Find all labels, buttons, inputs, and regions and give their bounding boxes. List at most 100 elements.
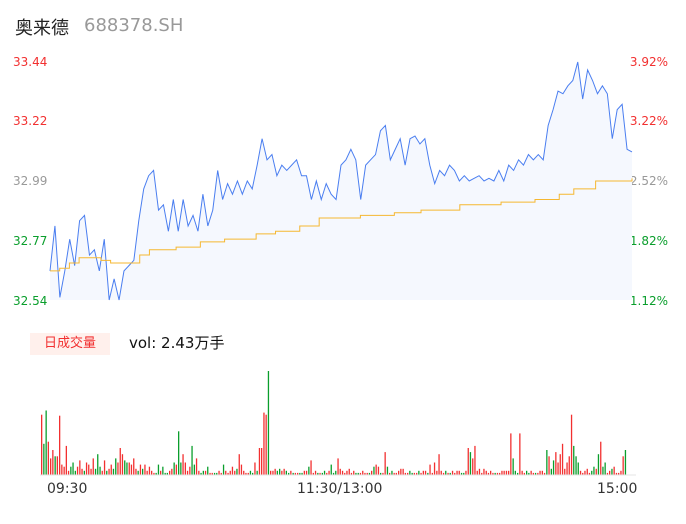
volume-bar bbox=[487, 472, 490, 475]
volume-bar bbox=[121, 454, 124, 475]
volume-bar bbox=[258, 448, 261, 475]
volume-bar bbox=[573, 445, 575, 475]
volume-bar bbox=[579, 470, 582, 475]
volume-bar bbox=[438, 454, 440, 475]
volume-bar bbox=[56, 456, 58, 475]
volume-bar bbox=[43, 443, 45, 475]
y-tick-right: 3.22% bbox=[629, 114, 668, 128]
volume-bar bbox=[472, 458, 474, 475]
volume-bar bbox=[568, 456, 570, 475]
volume-bar bbox=[211, 472, 213, 475]
volume-bar bbox=[546, 450, 548, 475]
volume-bar bbox=[362, 470, 364, 475]
stock-code: 688378.SH bbox=[84, 15, 184, 36]
volume-bar bbox=[335, 470, 337, 475]
volume-bar bbox=[288, 472, 290, 475]
volume-bar bbox=[377, 466, 380, 475]
volume-bar bbox=[164, 472, 166, 475]
volume-bar bbox=[301, 472, 303, 475]
volume-bar bbox=[303, 470, 305, 475]
volume-bar bbox=[420, 472, 422, 475]
volume-bar bbox=[510, 433, 512, 475]
volume-bar bbox=[297, 472, 299, 475]
volume-bar bbox=[90, 468, 92, 475]
avg-price-line bbox=[50, 178, 633, 272]
volume-bar bbox=[429, 464, 431, 475]
volume-bar bbox=[59, 415, 61, 475]
volume-bar bbox=[566, 462, 568, 475]
volume-bar bbox=[597, 454, 600, 475]
volume-bar bbox=[45, 410, 47, 475]
volume-bar bbox=[346, 470, 348, 475]
volume-bar bbox=[103, 460, 106, 475]
volume-bar bbox=[227, 472, 229, 475]
volume-bar bbox=[207, 466, 209, 475]
volume-bar bbox=[341, 470, 344, 475]
volume-bar bbox=[456, 470, 458, 475]
volume-bar bbox=[139, 464, 142, 475]
volume-bar bbox=[222, 464, 225, 475]
volume-bar bbox=[492, 472, 494, 475]
volume-bar bbox=[339, 468, 341, 475]
volume-bar bbox=[270, 470, 272, 475]
volume-bar bbox=[586, 468, 588, 475]
volume-bar bbox=[451, 470, 454, 475]
volume-bar bbox=[526, 470, 528, 475]
volume-bar bbox=[620, 470, 622, 475]
volume-bar bbox=[52, 450, 54, 475]
volume-bar bbox=[178, 431, 180, 475]
volume-bar bbox=[112, 468, 115, 475]
volume-bar bbox=[588, 472, 591, 475]
volume-bar bbox=[330, 464, 332, 475]
volume-bar bbox=[519, 433, 521, 475]
volume-bar bbox=[256, 470, 258, 475]
volume-bar bbox=[584, 470, 586, 475]
volume-bar bbox=[494, 472, 496, 475]
volume-bar bbox=[404, 472, 406, 475]
volume-bar bbox=[481, 472, 483, 475]
volume-bar bbox=[604, 462, 606, 475]
volume-bar bbox=[595, 468, 597, 475]
volume-bar bbox=[593, 466, 595, 475]
volume-bar bbox=[391, 470, 393, 475]
volume-bar bbox=[348, 468, 350, 475]
volume-bar bbox=[449, 472, 451, 475]
volume-bar bbox=[290, 470, 292, 475]
volume-bar bbox=[422, 470, 424, 475]
volume-bar bbox=[541, 470, 543, 475]
volume-bar bbox=[411, 472, 413, 475]
volume-bar bbox=[559, 454, 561, 475]
volume-bar bbox=[371, 470, 373, 475]
volume-bar bbox=[433, 462, 436, 475]
volume-bar bbox=[65, 445, 67, 475]
y-tick-right: 1.82% bbox=[629, 234, 668, 248]
volume-bar bbox=[474, 445, 476, 475]
volume-bar bbox=[523, 472, 525, 475]
volume-bar bbox=[285, 470, 287, 475]
volume-bar bbox=[355, 472, 357, 475]
volume-bar bbox=[357, 472, 359, 475]
volume-bar bbox=[606, 472, 609, 475]
volume-bar bbox=[126, 462, 128, 475]
volume-bar bbox=[445, 470, 447, 475]
volume-bar bbox=[407, 472, 409, 475]
volume-bar bbox=[231, 466, 234, 475]
volume-tab[interactable]: 日成交量 bbox=[30, 333, 110, 355]
volume-bar bbox=[539, 470, 541, 475]
volume-bar bbox=[418, 470, 420, 475]
volume-bar bbox=[416, 472, 418, 475]
volume-bar bbox=[328, 470, 330, 475]
volume-bar bbox=[133, 458, 135, 475]
y-tick-left: 32.99 bbox=[13, 174, 48, 188]
volume-bar bbox=[310, 460, 312, 475]
volume-bar bbox=[157, 464, 160, 475]
volume-bar bbox=[234, 470, 236, 475]
volume-bar bbox=[124, 460, 126, 475]
volume-bar bbox=[602, 466, 604, 475]
volume-bar bbox=[561, 443, 564, 475]
volume-bar bbox=[521, 470, 523, 475]
volume-bar bbox=[274, 468, 276, 475]
volume-bar bbox=[171, 468, 173, 475]
volume-bar bbox=[436, 470, 438, 475]
volume-bar bbox=[308, 466, 310, 475]
